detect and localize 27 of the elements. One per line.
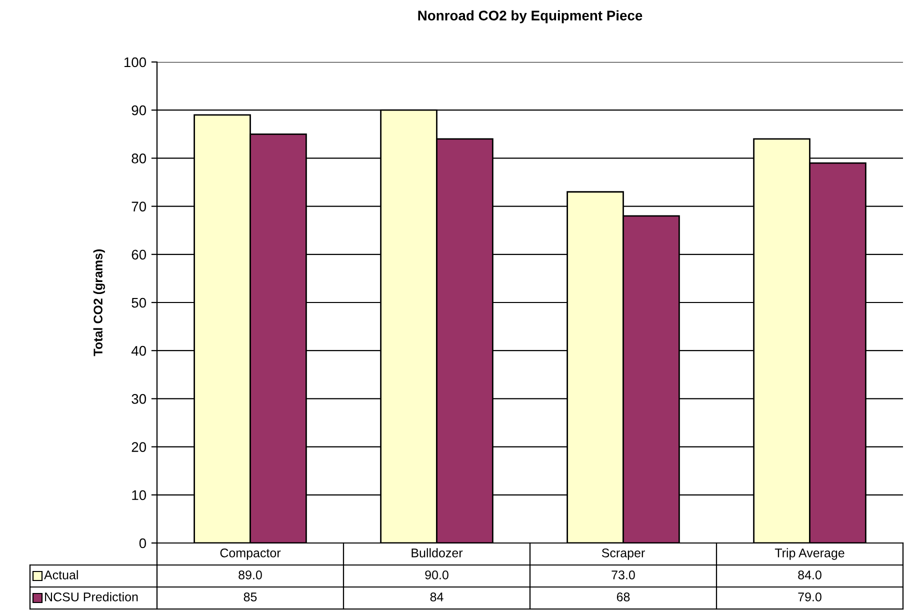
y-tick-label: 100: [124, 57, 146, 68]
x-tick-label: Scraper: [602, 548, 645, 560]
x-tick-label: Trip Average: [774, 548, 844, 560]
y-tick-label: 70: [132, 202, 146, 212]
y-tick-label: 0: [139, 538, 146, 548]
x-tick-label: Bulldozer: [412, 548, 463, 558]
data-label: 84.0: [798, 570, 822, 580]
data-label: 79.0: [798, 592, 822, 602]
legend-label: Actual: [44, 570, 78, 580]
y-tick-label: 80: [132, 154, 146, 164]
y-tick-label: 10: [132, 490, 146, 500]
y-tick-label: 60: [132, 250, 146, 260]
data-label: 85: [244, 592, 257, 602]
legend-label: NCSU Prediction: [45, 592, 138, 602]
data-label: 90.0: [425, 570, 448, 580]
data-label: 89.0: [238, 570, 262, 580]
x-tick-label: Compactor: [220, 548, 281, 560]
y-tick-label: 20: [132, 442, 146, 452]
y-tick-label: 90: [132, 105, 146, 116]
y-tick-label: 30: [132, 394, 146, 404]
data-label: 84: [430, 592, 444, 602]
chart-title: Nonroad CO2 by Equipment Piece: [418, 10, 642, 24]
y-tick-label: 50: [132, 298, 146, 308]
y-axis-title: Total CO2 (grams): [93, 249, 105, 356]
data-label: 68: [616, 592, 630, 602]
data-label: 73.0: [612, 570, 635, 580]
y-tick-label: 40: [131, 346, 146, 356]
